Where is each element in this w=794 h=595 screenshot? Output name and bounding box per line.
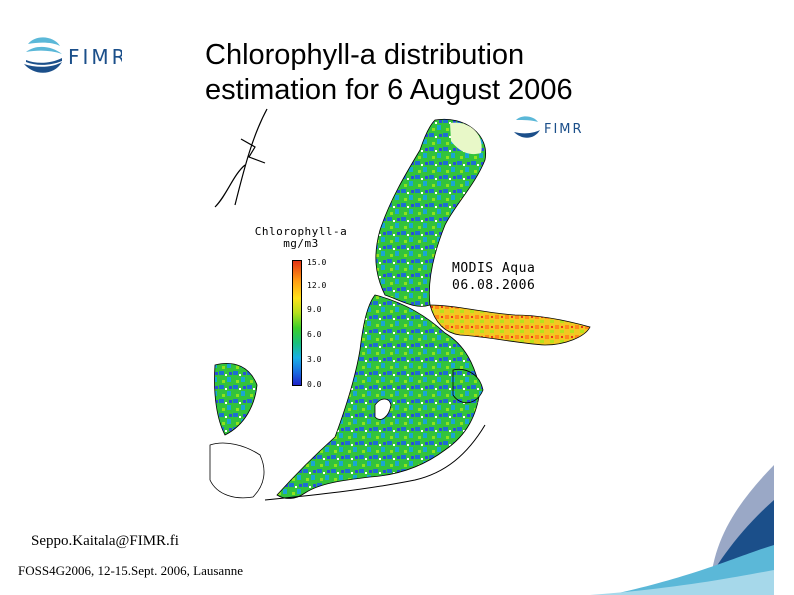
sensor-date-label: MODIS Aqua 06.08.2006 [452,261,536,293]
decorative-swoosh [590,465,774,595]
legend-tick-15: 15.0 [307,258,327,267]
conference-label: FOSS4G2006, 12-15.Sept. 2006, Lausanne [18,563,243,578]
slide-title: Chlorophyll-a distribution estimation fo… [205,39,573,106]
legend-tick-6: 6.0 [307,330,322,339]
legend-tick-9: 9.0 [307,305,322,314]
legend-tick-0: 0.0 [307,380,322,389]
map-fimr-logo-text: FIMR [544,122,584,137]
legend-tick-12: 12.0 [307,281,327,290]
contact-email: Seppo.Kaitala@FIMR.fi [31,533,179,549]
legend-colorbar [292,260,302,386]
fimr-logo: FIMR [24,37,122,73]
legend-title: Chlorophyll-a mg/m3 [254,225,348,250]
map-fimr-logo: FIMR [514,116,584,138]
legend-tick-3: 3.0 [307,355,322,364]
fimr-logo-text: FIMR [68,45,122,69]
chlorophyll-map [209,108,591,501]
